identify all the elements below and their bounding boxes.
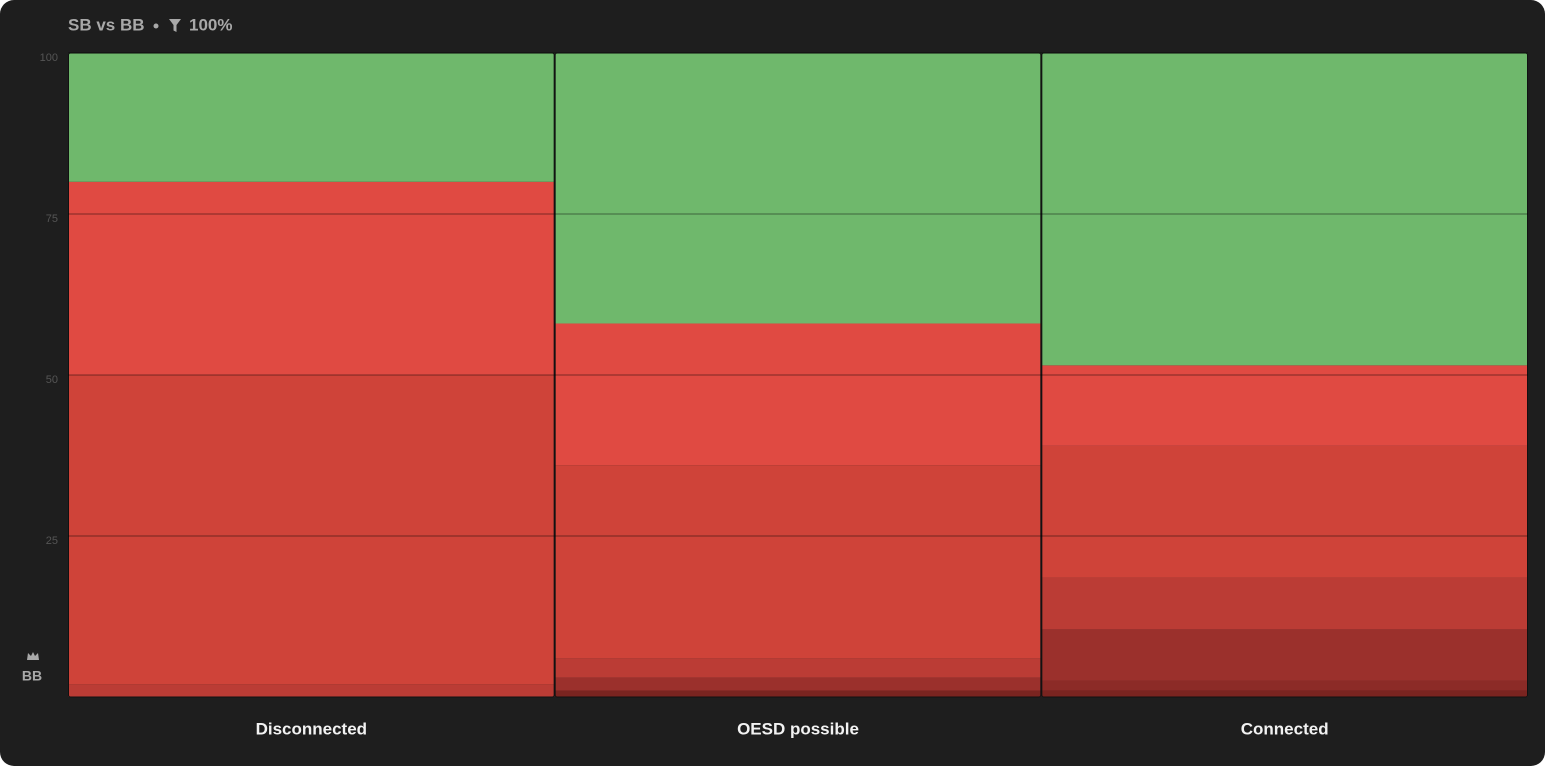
bar-segment bbox=[1041, 577, 1528, 630]
x-tick-label: Connected bbox=[1241, 719, 1329, 738]
bar-segment bbox=[68, 684, 555, 697]
bar-outline bbox=[68, 52, 555, 698]
y-tick-label: 50 bbox=[46, 374, 58, 386]
bar-segment bbox=[68, 375, 555, 685]
bar-segment bbox=[555, 323, 1041, 466]
bar-segment bbox=[1041, 365, 1528, 446]
bar-segment bbox=[68, 181, 555, 375]
crown-icon bbox=[27, 652, 39, 660]
x-tick-label: OESD possible bbox=[737, 719, 859, 738]
chart-title: SB vs BB bbox=[68, 15, 145, 34]
bar-segment bbox=[555, 690, 1041, 697]
y-tick-label: 100 bbox=[40, 52, 58, 64]
y-tick-label: 75 bbox=[46, 213, 58, 225]
bar-segment bbox=[555, 677, 1041, 691]
filter-icon bbox=[169, 19, 181, 32]
bar-segment bbox=[555, 658, 1041, 678]
bar-outline bbox=[554, 52, 1042, 698]
separator-dot bbox=[153, 23, 159, 29]
bar-segment bbox=[555, 53, 1041, 324]
bar-segment bbox=[1041, 445, 1528, 578]
bar-segment bbox=[1041, 680, 1528, 691]
y-axis-label: BB bbox=[22, 668, 42, 684]
filter-label: 100% bbox=[189, 15, 232, 34]
bar-segment bbox=[68, 53, 555, 182]
bar-segment bbox=[555, 465, 1041, 659]
bar-segment bbox=[1041, 690, 1528, 697]
bar-outline bbox=[1041, 52, 1529, 698]
y-tick-label: 25 bbox=[46, 535, 58, 547]
bar-segment bbox=[1041, 629, 1528, 681]
x-tick-label: Disconnected bbox=[256, 719, 367, 738]
bar-segment bbox=[1041, 53, 1528, 366]
